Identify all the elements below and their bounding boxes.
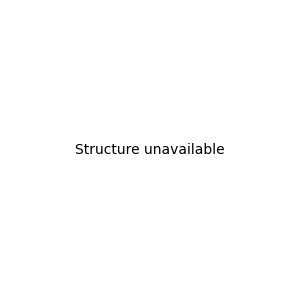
Text: Structure unavailable: Structure unavailable [75,143,225,157]
